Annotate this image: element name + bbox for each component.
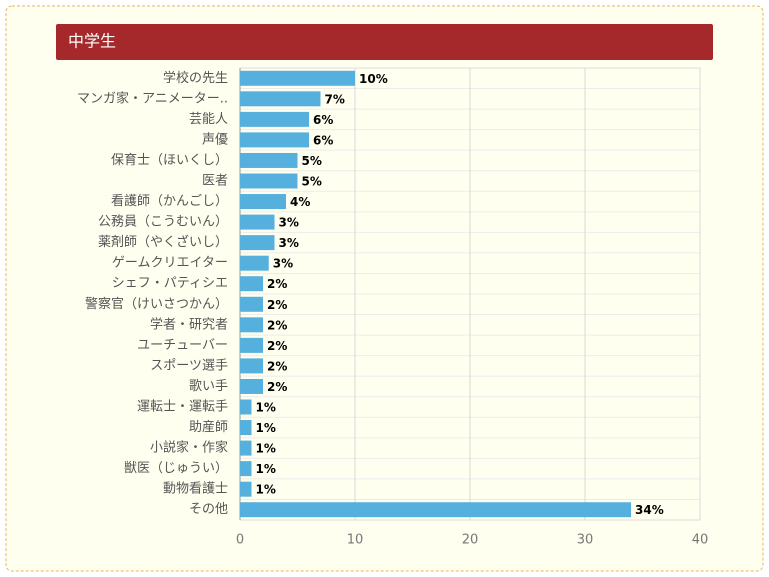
value-label: 7% bbox=[325, 92, 345, 106]
bar bbox=[240, 173, 298, 189]
y-tick-label: 助産師 bbox=[189, 419, 228, 435]
bar bbox=[240, 235, 275, 251]
value-label: 2% bbox=[267, 380, 287, 394]
value-label: 10% bbox=[359, 72, 388, 86]
bar bbox=[240, 296, 263, 312]
y-tick-label: 歌い手 bbox=[189, 379, 228, 394]
value-label: 3% bbox=[279, 236, 299, 250]
y-tick-label: 看護師（かんごし） bbox=[111, 193, 228, 209]
value-label: 2% bbox=[267, 339, 287, 353]
bar bbox=[240, 194, 286, 210]
y-tick-label: 薬剤師（やくざいし） bbox=[98, 234, 228, 250]
value-label: 2% bbox=[267, 318, 287, 332]
y-tick-label: マンガ家・アニメーター.. bbox=[77, 90, 228, 106]
value-label: 5% bbox=[302, 154, 322, 168]
y-tick-label: ゲームクリエイター bbox=[112, 256, 228, 271]
bar bbox=[240, 378, 263, 394]
x-tick-label: 30 bbox=[577, 533, 594, 548]
chart-title: 中学生 bbox=[68, 32, 116, 51]
value-label: 1% bbox=[256, 401, 276, 415]
value-label: 1% bbox=[256, 483, 276, 497]
bar bbox=[240, 440, 252, 456]
bar bbox=[240, 91, 321, 107]
header bbox=[56, 24, 713, 60]
bar bbox=[240, 255, 269, 271]
x-tick-label: 40 bbox=[692, 533, 709, 548]
bar bbox=[240, 276, 263, 292]
bar bbox=[240, 152, 298, 168]
y-tick-label: 芸能人 bbox=[189, 111, 228, 127]
bar bbox=[240, 214, 275, 230]
value-label: 3% bbox=[273, 257, 293, 271]
value-label: 3% bbox=[279, 216, 299, 230]
value-label: 5% bbox=[302, 175, 322, 189]
y-tick-label: 警察官（けいさつかん） bbox=[85, 296, 228, 312]
y-tick-label: 動物看護士 bbox=[163, 481, 228, 497]
bar bbox=[240, 337, 263, 353]
bar bbox=[240, 461, 252, 477]
y-tick-label: ユーチューバー bbox=[137, 338, 228, 353]
y-tick-label: シェフ・パティシエ bbox=[112, 276, 228, 291]
y-tick-label: 小説家・作家 bbox=[150, 440, 228, 456]
value-label: 6% bbox=[313, 133, 333, 147]
x-tick-label: 10 bbox=[347, 533, 364, 548]
bar bbox=[240, 132, 309, 148]
value-label: 4% bbox=[290, 195, 310, 209]
y-tick-label: 獣医（じゅうい） bbox=[124, 461, 228, 476]
y-tick-label: 公務員（こうむいん） bbox=[98, 215, 228, 230]
card bbox=[5, 5, 764, 572]
bar bbox=[240, 317, 263, 333]
value-label: 2% bbox=[267, 277, 287, 291]
value-label: 6% bbox=[313, 113, 333, 127]
y-tick-label: その他 bbox=[189, 502, 228, 517]
x-tick-label: 20 bbox=[462, 533, 479, 548]
value-label: 2% bbox=[267, 359, 287, 373]
bar bbox=[240, 358, 263, 374]
x-tick-label: 0 bbox=[236, 533, 244, 548]
value-label: 1% bbox=[256, 421, 276, 435]
value-label: 1% bbox=[256, 442, 276, 456]
y-tick-label: 運転士・運転手 bbox=[137, 400, 228, 415]
bar bbox=[240, 481, 252, 497]
y-tick-label: 医者 bbox=[202, 174, 228, 189]
bar bbox=[240, 420, 252, 436]
y-tick-label: 保育士（ほいくし） bbox=[111, 152, 228, 168]
y-tick-label: スポーツ選手 bbox=[150, 358, 228, 373]
y-tick-label: 学者・研究者 bbox=[150, 316, 228, 332]
bar bbox=[240, 502, 631, 518]
value-label: 2% bbox=[267, 298, 287, 312]
y-tick-label: 学校の先生 bbox=[163, 70, 228, 86]
y-tick-label: 声優 bbox=[202, 132, 228, 147]
bar bbox=[240, 70, 355, 86]
value-label: 1% bbox=[256, 462, 276, 476]
bar bbox=[240, 399, 252, 415]
bar bbox=[240, 111, 309, 127]
value-label: 34% bbox=[635, 503, 664, 517]
